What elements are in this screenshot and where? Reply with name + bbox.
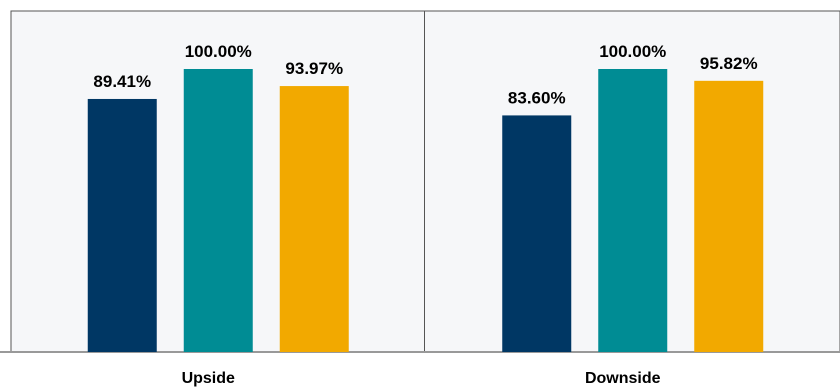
bar-downside-1 [502,115,572,352]
category-label-upside: Upside [182,370,235,387]
data-label: 100.00% [599,42,666,61]
bar-downside-2 [598,69,668,352]
data-label: 93.97% [285,59,343,78]
data-label: 95.82% [700,54,758,73]
bar-downside-3 [694,80,764,352]
category-label-group: Upside Downside [182,370,661,387]
value-label-group: 89.41% 100.00% 93.97% 83.60% 100.00% 95.82% [93,42,757,107]
bar-upside-2 [183,69,253,352]
category-label-downside: Downside [585,370,661,387]
bar-upside-1 [87,98,157,353]
bar-upside-3 [279,86,349,352]
data-label: 83.60% [508,88,566,107]
data-label: 100.00% [185,42,252,61]
bar-group [87,69,764,353]
data-label: 89.41% [93,72,151,91]
